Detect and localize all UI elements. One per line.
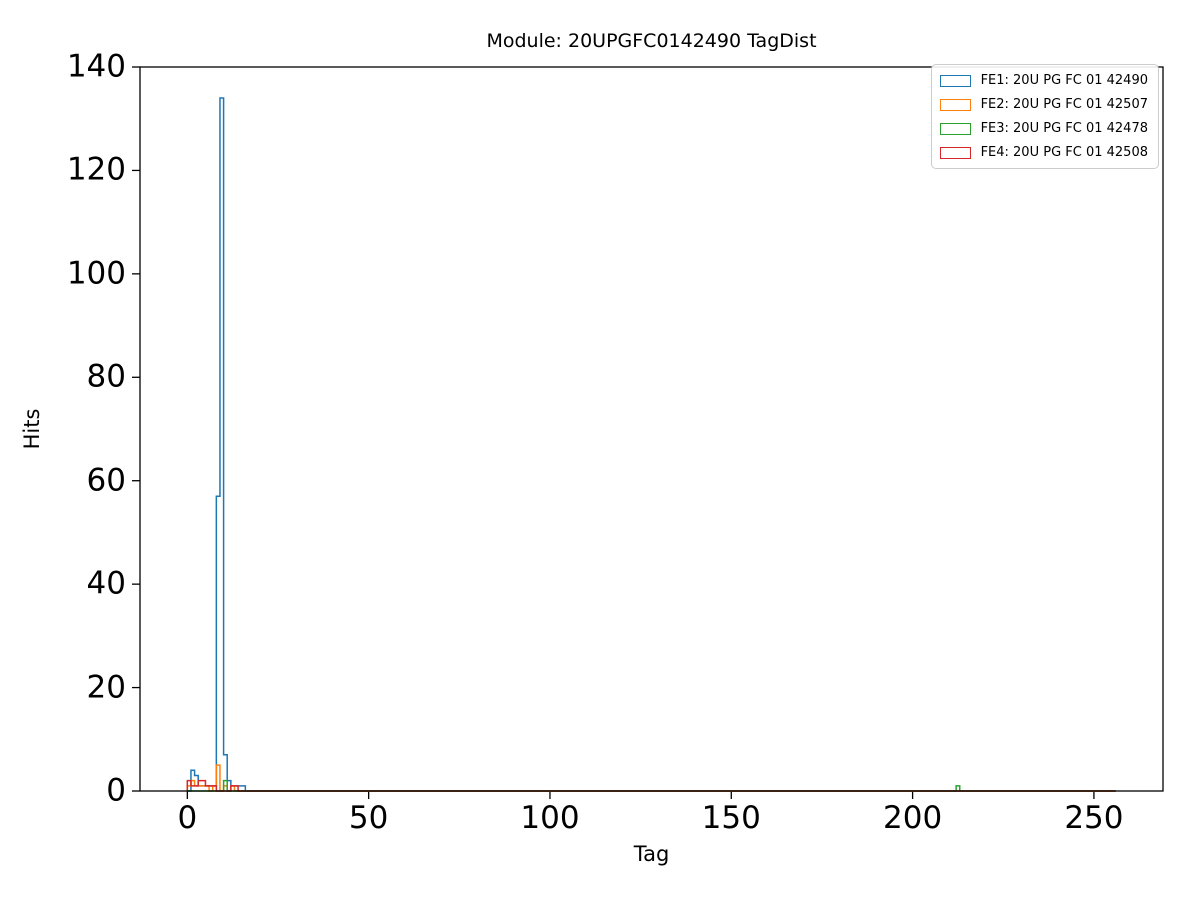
legend: FE1: 20U PG FC 01 42490 FE2: 20U PG FC 01… [930,64,1159,169]
legend-entry-fe2: FE2: 20U PG FC 01 42507 [939,95,1148,114]
legend-entry-fe1: FE1: 20U PG FC 01 42490 [939,71,1148,90]
legend-label: FE2: 20U PG FC 01 42507 [980,97,1148,112]
x-tick-label: 250 [1064,800,1124,836]
legend-swatch-icon [939,122,971,135]
histogram-series [186,97,1116,792]
legend-entry-fe4: FE4: 20U PG FC 01 42508 [939,143,1148,162]
x-axis-label: Tag [633,842,670,866]
chart-title: Module: 20UPGFC0142490 TagDist [486,30,817,52]
x-tick-label: 200 [883,800,943,836]
y-tick-label: 140 [66,48,126,85]
y-tick-label: 40 [86,565,126,602]
x-tick-label: 100 [520,800,580,836]
y-tick-label: 120 [66,151,126,188]
x-tick-label: 0 [177,800,198,836]
x-tick-label: 150 [701,800,761,836]
legend-label: FE4: 20U PG FC 01 42508 [980,145,1148,160]
legend-swatch-icon [939,74,971,87]
legend-entry-fe3: FE3: 20U PG FC 01 42478 [939,119,1148,138]
axes-frame [139,66,1164,792]
legend-label: FE1: 20U PG FC 01 42490 [980,73,1148,88]
y-tick-label: 60 [86,462,126,499]
axis-ticks [132,66,1095,799]
y-tick-label: 80 [86,358,126,395]
legend-label: FE3: 20U PG FC 01 42478 [980,121,1148,136]
series-line-fe2 [186,764,1116,792]
y-tick-label: 20 [86,669,126,706]
series-line-fe3 [187,779,1116,792]
y-tick-label: 0 [106,772,126,809]
series-line-fe1 [187,97,1116,792]
series-line-fe4 [186,779,1116,792]
y-tick-label: 100 [66,255,126,292]
x-tick-label: 50 [348,800,389,836]
legend-swatch-icon [939,146,971,159]
legend-swatch-icon [939,98,971,111]
